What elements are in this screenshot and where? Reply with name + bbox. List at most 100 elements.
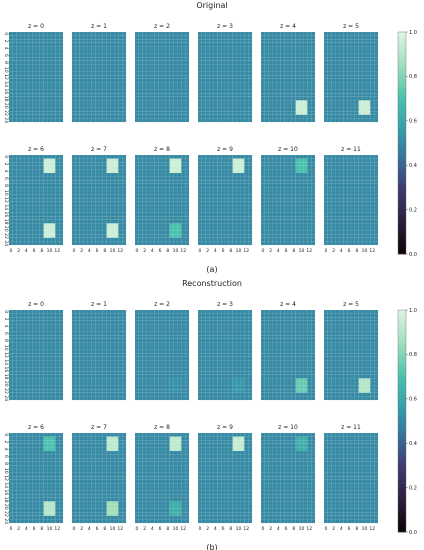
heatmap-cell	[268, 237, 273, 242]
heatmap-cell	[24, 212, 29, 217]
heatmap-cell	[47, 158, 52, 163]
heatmap-cell	[299, 165, 304, 170]
heatmap-cell	[197, 216, 203, 220]
heatmap-cell	[114, 367, 119, 372]
heatmap-cell	[47, 172, 52, 177]
heatmap-cell	[213, 219, 218, 224]
heatmap-cell	[114, 96, 119, 101]
heatmap-cell	[55, 96, 60, 101]
heatmap-cell	[217, 198, 222, 202]
heatmap-cell	[98, 367, 104, 372]
heatmap-cell	[102, 237, 107, 242]
heatmap-cell	[51, 85, 56, 90]
heatmap-cell	[236, 78, 241, 83]
heatmap-cell	[350, 111, 356, 115]
heatmap-cell	[323, 219, 329, 224]
heatmap-cell	[79, 100, 84, 105]
heatmap-cell	[339, 208, 344, 213]
heatmap-cell	[39, 237, 44, 242]
heatmap-cell	[121, 96, 127, 101]
heatmap-cell	[102, 82, 107, 87]
heatmap-cell	[165, 118, 170, 123]
heatmap-cell	[213, 162, 218, 166]
heatmap-cell	[299, 234, 304, 238]
heatmap-cell	[165, 216, 170, 220]
heatmap-cell	[51, 223, 56, 228]
heatmap-cell	[118, 234, 123, 238]
heatmap-cell	[169, 46, 174, 51]
heatmap-cell	[58, 223, 64, 228]
heatmap-cell	[303, 39, 308, 44]
heatmap-cell	[31, 219, 37, 224]
heatmap-cell	[173, 230, 178, 235]
heatmap-cell	[94, 82, 100, 87]
heatmap-cell	[343, 190, 348, 195]
heatmap-cell	[280, 57, 285, 62]
heatmap-cell	[110, 31, 115, 36]
heatmap-cell	[35, 342, 41, 347]
heatmap-cell	[299, 85, 304, 90]
heatmap-cell	[51, 187, 56, 192]
heatmap-cell	[75, 180, 80, 184]
heatmap-cell	[228, 42, 233, 47]
heatmap-cell	[28, 111, 33, 115]
heatmap-cell	[102, 345, 107, 350]
heatmap-cell	[157, 241, 163, 246]
heatmap-cell	[240, 223, 245, 228]
heatmap-cell	[51, 309, 56, 314]
heatmap-cell	[106, 331, 111, 336]
heatmap-cell	[295, 60, 300, 65]
heatmap-cell	[240, 82, 245, 87]
heatmap-cell	[287, 49, 293, 54]
heatmap-cell	[154, 158, 159, 163]
heatmap-cell	[142, 154, 147, 159]
heatmap-cell	[228, 205, 233, 210]
heatmap-cell	[24, 180, 29, 184]
heatmap-cell	[370, 237, 375, 242]
heatmap-cell	[71, 223, 77, 228]
heatmap-cell	[283, 107, 289, 112]
heatmap-cell	[197, 176, 203, 181]
heatmap-cell	[43, 46, 48, 51]
heatmap-cell	[181, 39, 186, 44]
heatmap-cell	[165, 176, 170, 181]
colorbar-segment	[398, 157, 406, 162]
heatmap-cell	[35, 111, 41, 115]
heatmap-cell	[205, 187, 210, 192]
heatmap-cell	[346, 187, 352, 192]
heatmap-cell	[98, 82, 104, 87]
heatmap-cell	[39, 378, 44, 383]
heatmap-cell	[114, 100, 119, 105]
heatmap-cell	[43, 342, 48, 347]
heatmap-cell	[20, 85, 25, 90]
heatmap-cell	[343, 216, 348, 220]
heatmap-cell	[12, 78, 17, 83]
heatmap-cell	[94, 317, 100, 322]
colorbar-segment	[398, 191, 406, 196]
heatmap-cell	[366, 226, 371, 231]
y-tick-label: 4	[3, 170, 9, 173]
heatmap-cell	[197, 118, 203, 123]
heatmap-cell	[169, 230, 174, 235]
heatmap-cell	[51, 392, 56, 397]
heatmap-cell	[43, 212, 48, 217]
heatmap-cell	[146, 201, 151, 206]
heatmap-cell	[339, 183, 344, 188]
heatmap-cell	[51, 78, 56, 83]
heatmap-cell	[35, 75, 41, 79]
heatmap-cell	[134, 107, 140, 112]
heatmap-cell	[331, 57, 336, 62]
heatmap-cell	[161, 162, 167, 166]
heatmap-cell	[35, 31, 41, 36]
heatmap-cell	[58, 385, 64, 390]
heatmap-cell	[83, 46, 88, 51]
heatmap-cell	[350, 183, 356, 188]
heatmap-cell	[213, 154, 218, 159]
heatmap-cell	[276, 49, 281, 54]
colorbar-segment	[398, 176, 406, 181]
heatmap-cell	[154, 169, 159, 174]
colorbar-segment	[398, 228, 406, 233]
heatmap-cell	[169, 187, 174, 192]
heatmap-cell	[217, 57, 222, 62]
